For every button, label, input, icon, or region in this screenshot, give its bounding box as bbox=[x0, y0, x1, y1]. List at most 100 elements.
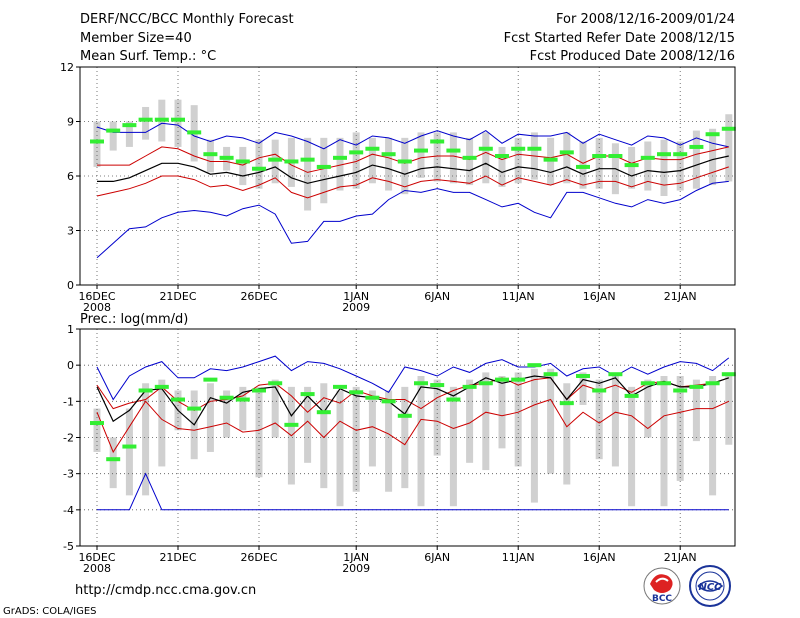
series-lower_inner-line bbox=[96, 398, 730, 454]
x-tick-sublabel: 2008 bbox=[83, 562, 111, 575]
ensemble-marker bbox=[122, 123, 137, 128]
ensemble-marker bbox=[414, 381, 428, 386]
y-tick-label: -3 bbox=[63, 468, 74, 481]
ensemble-marker bbox=[673, 152, 688, 157]
x-tick-label: 6JAN bbox=[424, 290, 450, 303]
ensemble-marker bbox=[592, 154, 607, 159]
ensemble-marker bbox=[316, 410, 331, 415]
y-tick-label: -5 bbox=[63, 540, 74, 553]
ensemble-marker bbox=[640, 155, 655, 160]
range-bar bbox=[498, 376, 506, 449]
ensemble-marker bbox=[495, 377, 509, 382]
ensemble-marker bbox=[673, 388, 688, 393]
ensemble-marker bbox=[106, 457, 121, 462]
ensemble-marker bbox=[381, 152, 396, 157]
range-bar bbox=[433, 132, 441, 182]
x-tick-sublabel: 2009 bbox=[342, 562, 370, 575]
ensemble-marker bbox=[543, 157, 558, 162]
forecast-range-label: For 2008/12/16-2009/01/24 bbox=[556, 12, 735, 27]
range-bar bbox=[676, 141, 684, 191]
range-bar bbox=[368, 137, 376, 184]
x-tick-label: 16DEC bbox=[78, 290, 115, 303]
ensemble-marker bbox=[640, 381, 655, 386]
ensemble-marker bbox=[397, 413, 412, 418]
footer-url: http://cmdp.ncc.cma.gov.cn bbox=[75, 583, 256, 598]
ensemble-marker bbox=[365, 146, 380, 151]
grads-credit: GrADS: COLA/IGES bbox=[3, 606, 97, 617]
range-bar bbox=[628, 146, 636, 189]
range-bar bbox=[93, 408, 101, 452]
precip-panel-title: Prec.: log(mm/d) bbox=[80, 312, 188, 327]
range-bar bbox=[725, 372, 733, 445]
range-bar bbox=[206, 383, 214, 452]
ensemble-marker bbox=[414, 148, 428, 153]
range-bar bbox=[563, 132, 571, 184]
ensemble-marker bbox=[203, 152, 218, 157]
y-tick-label: 0 bbox=[67, 359, 74, 372]
range-bar bbox=[336, 137, 344, 191]
ensemble-marker bbox=[300, 157, 315, 162]
ensemble-marker bbox=[608, 372, 623, 377]
ensemble-marker bbox=[171, 117, 185, 122]
series-mean-line bbox=[97, 155, 729, 184]
y-tick-label: 3 bbox=[67, 225, 74, 238]
x-tick-label: 1JAN bbox=[343, 551, 369, 564]
ensemble-marker bbox=[495, 154, 509, 159]
ensemble-marker bbox=[559, 150, 574, 155]
range-bar bbox=[93, 121, 101, 167]
ensemble-marker bbox=[333, 384, 347, 389]
ensemble-marker bbox=[527, 363, 542, 368]
ensemble-marker bbox=[268, 381, 283, 386]
y-tick-label: -4 bbox=[63, 504, 74, 517]
ensemble-marker bbox=[705, 132, 720, 137]
ensemble-marker bbox=[252, 166, 266, 171]
range-bar bbox=[385, 137, 393, 191]
range-bar bbox=[709, 376, 717, 496]
ensemble-marker bbox=[106, 128, 121, 133]
ensemble-marker bbox=[689, 384, 704, 389]
range-bar bbox=[660, 376, 668, 507]
x-tick-label: 6JAN bbox=[424, 551, 450, 564]
series-mean-line bbox=[96, 375, 729, 426]
fcst-produced-label: Fcst Produced Date 2008/12/16 bbox=[530, 49, 735, 64]
ensemble-marker bbox=[268, 157, 283, 162]
x-tick-label: 1JAN bbox=[343, 290, 369, 303]
range-bar bbox=[320, 383, 328, 489]
ensemble-marker bbox=[122, 444, 137, 449]
ensemble-marker bbox=[721, 372, 736, 377]
x-tick-sublabel: 2008 bbox=[83, 301, 111, 314]
range-bar bbox=[109, 121, 117, 151]
ensemble-marker bbox=[349, 390, 364, 395]
series-upper-line bbox=[96, 355, 730, 401]
member-size-label: Member Size=40 bbox=[80, 31, 192, 46]
range-bar bbox=[514, 372, 522, 467]
range-bar bbox=[304, 386, 312, 463]
range-bar bbox=[336, 390, 344, 507]
ensemble-marker bbox=[219, 395, 234, 400]
x-tick-label: 26DEC bbox=[240, 551, 277, 564]
ensemble-marker bbox=[171, 397, 185, 402]
range-bar bbox=[466, 379, 474, 463]
ensemble-marker bbox=[219, 155, 234, 160]
range-bar bbox=[482, 132, 490, 184]
bcc-logo-text: BCC bbox=[652, 594, 672, 604]
ensemble-marker bbox=[576, 374, 590, 379]
range-bar bbox=[417, 132, 425, 178]
y-tick-label: 1 bbox=[67, 323, 74, 336]
range-bar bbox=[498, 146, 506, 187]
ensemble-marker bbox=[381, 399, 396, 404]
range-bar bbox=[482, 372, 490, 471]
ensemble-marker bbox=[430, 139, 445, 144]
range-bar bbox=[271, 379, 279, 438]
ensemble-marker bbox=[284, 422, 299, 427]
range-bar bbox=[239, 146, 247, 186]
ensemble-marker bbox=[705, 381, 720, 386]
series-lower_inner-line bbox=[96, 166, 729, 199]
range-bar bbox=[449, 132, 457, 184]
fcst-started-label: Fcst Started Refer Date 2008/12/15 bbox=[504, 31, 735, 46]
range-bar bbox=[709, 128, 717, 186]
ensemble-marker bbox=[689, 144, 704, 149]
range-bar bbox=[595, 379, 603, 460]
ensemble-marker bbox=[284, 159, 299, 164]
series-mean_upper-line bbox=[96, 377, 729, 413]
